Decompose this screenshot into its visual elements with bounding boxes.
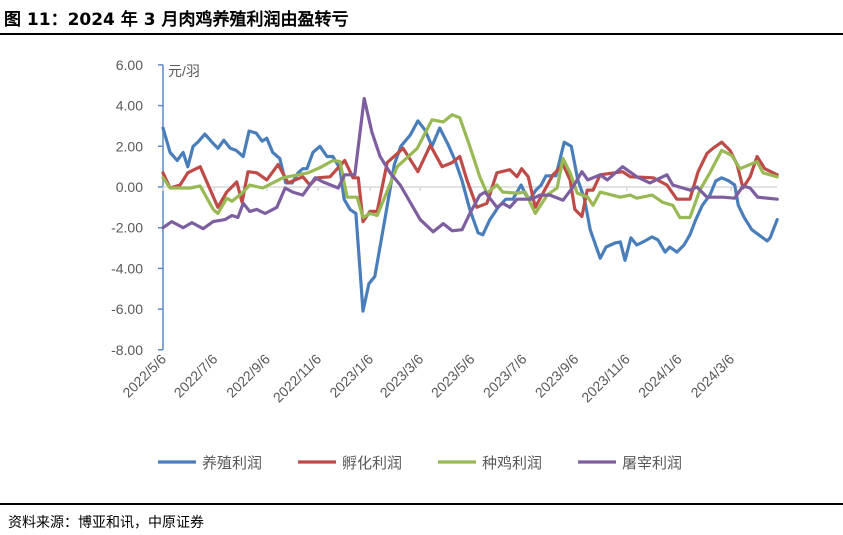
series-line-1 — [161, 119, 779, 313]
y-axis: 6.00 4.00 2.00 0.00 -2.00 -4.00 -6.00 -8.00 — [111, 57, 164, 358]
x-tick-label: 2022/5/6 — [119, 351, 169, 401]
y-tick-label: -8.00 — [111, 342, 143, 358]
figure-title: 图 11：2024 年 3 月肉鸡养殖利润由盈转亏 — [4, 10, 349, 30]
legend-label: 屠宰利润 — [622, 454, 682, 472]
legend-label: 孵化利润 — [342, 454, 402, 472]
y-tick-label: -4.00 — [111, 260, 143, 276]
source-note: 资料来源：博亚和讯，中原证券 — [8, 515, 204, 531]
y-tick-label: 6.00 — [116, 57, 143, 73]
y-tick-label: -6.00 — [111, 301, 143, 317]
y-tick-label: -2.00 — [111, 220, 143, 236]
x-tick-label: 2023/5/6 — [428, 351, 478, 401]
x-tick-label: 2023/1/6 — [326, 351, 376, 401]
series-line-2 — [161, 140, 779, 224]
series-line-4 — [161, 96, 779, 234]
x-tick-label: 2022/9/6 — [223, 351, 273, 401]
top-divider — [0, 33, 843, 35]
x-tick-label: 2023/9/6 — [532, 351, 582, 401]
series-lines — [161, 96, 779, 313]
y-tick-label: 0.00 — [116, 179, 143, 195]
x-tick-label: 2024/3/6 — [687, 351, 737, 401]
legend-label: 养殖利润 — [202, 454, 262, 472]
x-tick-label: 2023/11/6 — [578, 351, 633, 406]
bottom-divider — [0, 503, 843, 505]
x-tick-label: 2022/11/6 — [270, 351, 325, 406]
legend: 养殖利润 孵化利润 种鸡利润 屠宰利润 — [158, 454, 682, 472]
y-axis-unit-label: 元/羽 — [168, 63, 200, 79]
x-tick-label: 2022/7/6 — [171, 351, 221, 401]
x-tick-label: 2024/1/6 — [635, 351, 685, 401]
y-tick-label: 4.00 — [116, 98, 143, 114]
x-tick-label: 2023/7/6 — [480, 351, 530, 401]
x-tick-label: 2023/3/6 — [377, 351, 427, 401]
y-tick-label: 2.00 — [116, 138, 143, 154]
legend-label: 种鸡利润 — [482, 454, 542, 472]
series-line-3 — [161, 113, 779, 220]
